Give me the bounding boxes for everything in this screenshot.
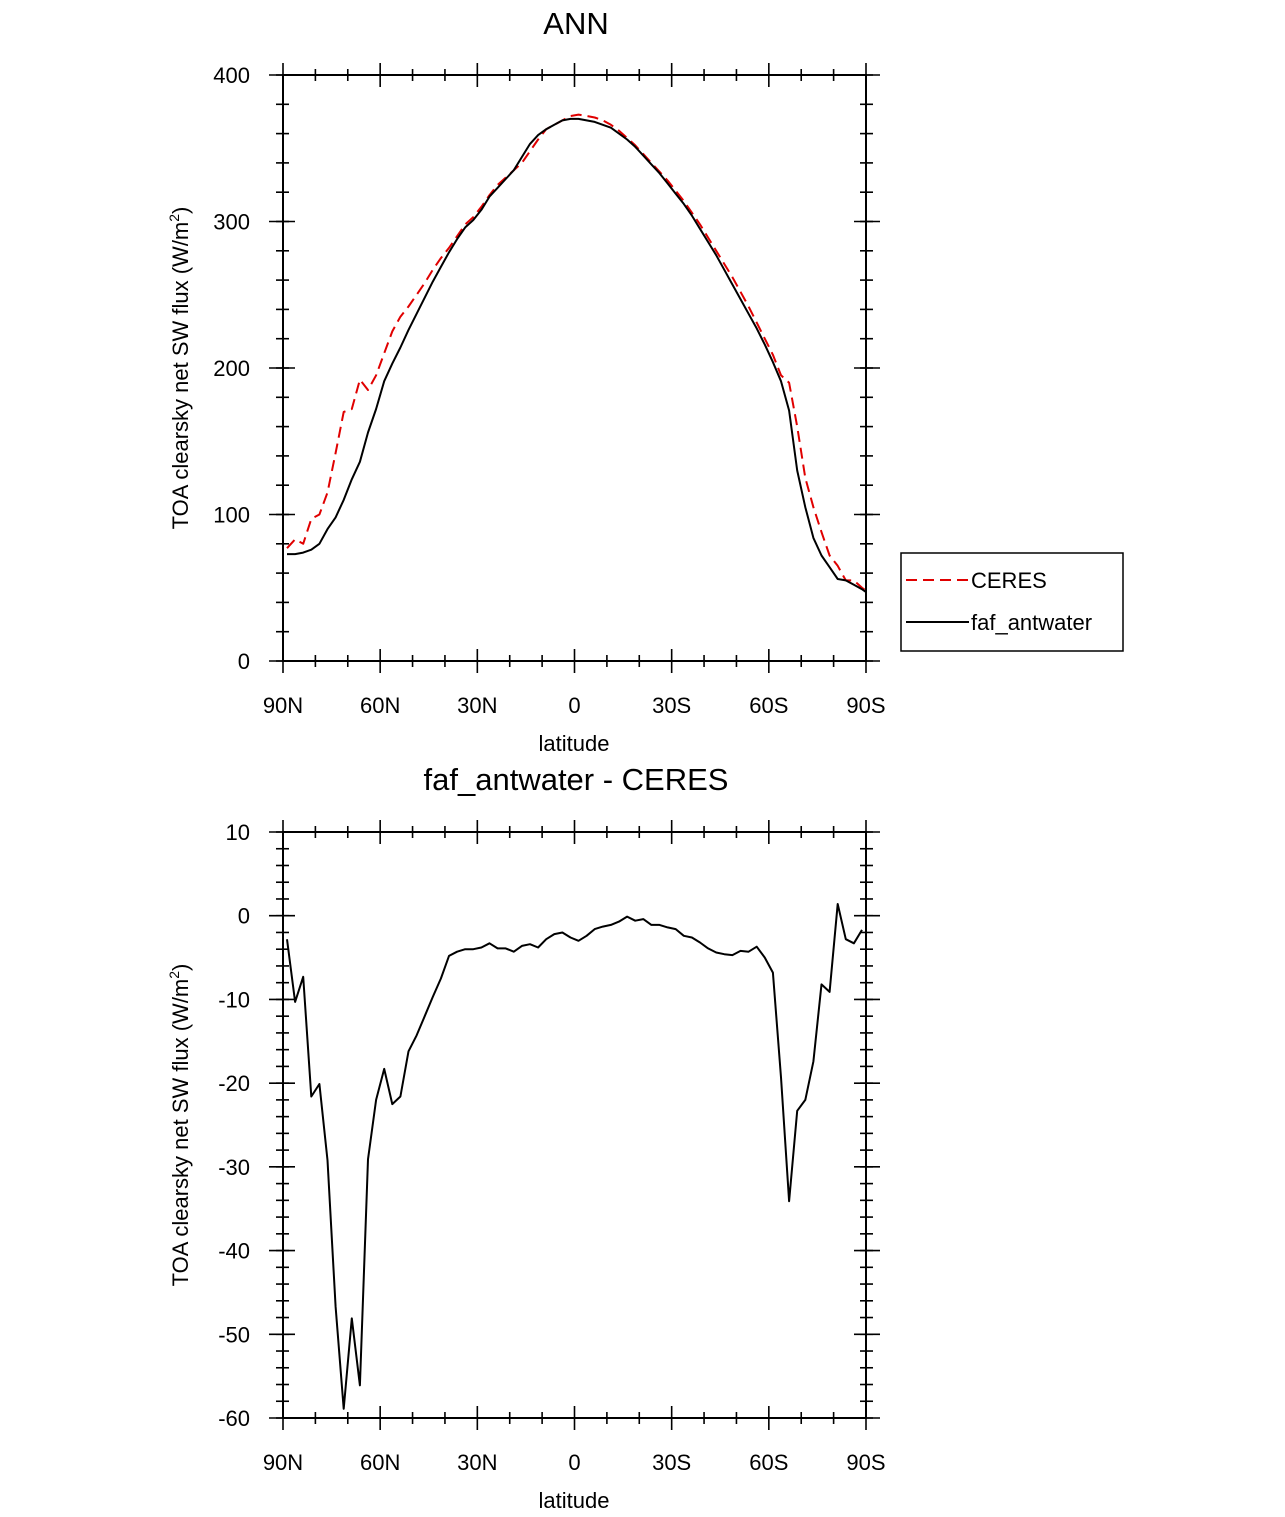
top-xtick-label: 30N (457, 693, 497, 718)
bottom-series-line-0 (286, 903, 863, 1410)
bottom-xtick-label: 90N (263, 1450, 303, 1475)
legend: CERES faf_antwater (900, 552, 1124, 652)
top-xtick-label: 0 (568, 693, 580, 718)
bottom-xtick-label: 30S (652, 1450, 691, 1475)
legend-label-ceres: CERES (971, 568, 1047, 593)
bottom-ytick-label: -30 (218, 1155, 250, 1180)
top-series-line-faf-antwater (287, 117, 867, 593)
bottom-chart: faf_antwater - CERES 90N 60N 30N 0 30S 60S 90S… (166, 762, 886, 1513)
top-x-axis-label: latitude (539, 731, 610, 756)
top-ticks: 90N 60N 30N 0 30S 60S 90S 0 100 200 300 400 (213, 63, 886, 718)
bottom-plot-frame (282, 831, 867, 1419)
top-ytick-label: 0 (238, 649, 250, 674)
bottom-ytick-label: -10 (218, 987, 250, 1012)
top-y-axis-label: TOA clearsky net SW flux (W/m2) (166, 207, 193, 530)
bottom-ytick-label: -60 (218, 1406, 250, 1431)
top-xtick-label: 90S (846, 693, 885, 718)
bottom-xtick-label: 60N (360, 1450, 400, 1475)
bottom-x-axis-label: latitude (539, 1488, 610, 1513)
top-ytick-label: 100 (213, 503, 250, 528)
legend-label-faf: faf_antwater (971, 610, 1092, 635)
bottom-xtick-label: 60S (749, 1450, 788, 1475)
bottom-ticks: 90N 60N 30N 0 30S 60S 90S -60 -50 -40 -30 -20 -10 0 10 (218, 820, 886, 1475)
bottom-ytick-label: -50 (218, 1322, 250, 1347)
top-ytick-label: 400 (213, 63, 250, 88)
legend-box (900, 552, 1124, 652)
top-ytick-label: 200 (213, 356, 250, 381)
top-ytick-label: 300 (213, 210, 250, 235)
bottom-ytick-label: 10 (226, 820, 250, 845)
top-chart: ANN 90N 60N 30N 0 30S 60S 90S 0 100 200 300 400 lat… (166, 6, 1124, 756)
bottom-xtick-label: 0 (568, 1450, 580, 1475)
top-series-line-ceres (286, 113, 867, 592)
bottom-y-axis-label: TOA clearsky net SW flux (W/m2) (166, 964, 193, 1287)
bottom-xtick-label: 90S (846, 1450, 885, 1475)
bottom-chart-title: faf_antwater - CERES (424, 762, 729, 797)
top-chart-title: ANN (543, 6, 608, 41)
top-xtick-label: 60N (360, 693, 400, 718)
top-series-group (286, 113, 867, 593)
top-xtick-label: 90N (263, 693, 303, 718)
bottom-ytick-label: -40 (218, 1239, 250, 1264)
bottom-xtick-label: 30N (457, 1450, 497, 1475)
bottom-ytick-label: -20 (218, 1071, 250, 1096)
bottom-ytick-label: 0 (238, 904, 250, 929)
bottom-series-group (286, 903, 863, 1410)
top-xtick-label: 30S (652, 693, 691, 718)
top-xtick-label: 60S (749, 693, 788, 718)
